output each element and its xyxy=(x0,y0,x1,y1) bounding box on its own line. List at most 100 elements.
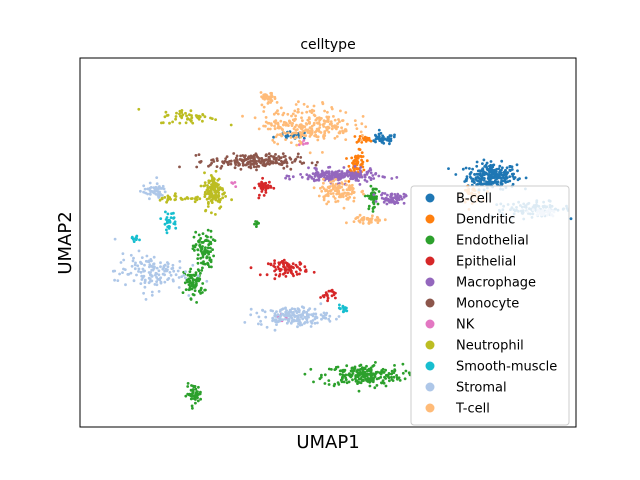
data-point xyxy=(163,280,167,284)
data-point xyxy=(287,124,290,127)
data-point xyxy=(471,167,474,171)
data-point xyxy=(269,262,273,266)
data-point xyxy=(244,158,248,162)
data-point xyxy=(190,404,194,408)
data-point xyxy=(253,186,256,190)
data-point xyxy=(207,202,210,206)
data-point xyxy=(518,177,521,181)
data-point xyxy=(215,194,219,198)
data-point xyxy=(292,119,296,122)
data-point xyxy=(252,165,256,169)
data-point xyxy=(337,383,341,386)
data-point xyxy=(148,186,152,190)
legend-label: Neutrophil xyxy=(456,339,524,354)
legend-label: T-cell xyxy=(455,402,490,417)
data-point xyxy=(203,181,207,185)
data-point xyxy=(257,160,261,163)
data-point xyxy=(361,155,365,158)
data-point xyxy=(312,104,316,108)
data-point xyxy=(178,266,182,270)
data-point xyxy=(190,116,194,120)
data-point xyxy=(259,184,263,188)
data-point xyxy=(393,196,397,200)
legend-marker xyxy=(425,277,435,287)
data-point xyxy=(199,271,202,275)
data-point xyxy=(186,385,190,388)
data-point xyxy=(198,115,202,119)
series-epithelial xyxy=(249,176,337,303)
data-point xyxy=(279,156,283,160)
data-point xyxy=(262,194,266,197)
data-point xyxy=(378,218,381,222)
data-point xyxy=(206,184,209,187)
data-point xyxy=(389,134,393,138)
data-point xyxy=(290,307,294,310)
data-point xyxy=(165,228,168,232)
data-point xyxy=(303,322,306,325)
data-point xyxy=(324,194,327,198)
data-point xyxy=(308,126,312,129)
data-point xyxy=(286,112,290,116)
data-point xyxy=(387,376,391,380)
data-point xyxy=(319,186,322,190)
data-point xyxy=(376,370,379,374)
data-point xyxy=(274,135,278,139)
data-point xyxy=(276,122,280,126)
data-point xyxy=(166,212,170,216)
data-point xyxy=(273,124,276,128)
data-point xyxy=(354,123,358,127)
data-point xyxy=(305,314,309,318)
data-point xyxy=(194,154,198,157)
data-point xyxy=(230,198,234,202)
data-point xyxy=(215,165,219,169)
data-point xyxy=(329,192,333,196)
data-point xyxy=(350,156,354,160)
data-point xyxy=(265,162,269,166)
data-point xyxy=(375,187,378,191)
data-point xyxy=(295,143,299,147)
data-point xyxy=(388,372,391,376)
data-point xyxy=(137,107,141,111)
data-point xyxy=(491,168,495,172)
data-point xyxy=(169,216,173,220)
data-point xyxy=(389,195,393,199)
data-point xyxy=(205,279,209,283)
data-point xyxy=(279,126,282,129)
data-point xyxy=(184,111,187,115)
data-point xyxy=(163,115,167,119)
data-point xyxy=(174,117,178,121)
data-point xyxy=(369,370,373,373)
data-point xyxy=(144,298,148,301)
data-point xyxy=(344,111,348,114)
data-point xyxy=(296,265,299,269)
data-point xyxy=(200,250,204,254)
data-point xyxy=(195,301,199,304)
data-point xyxy=(174,226,178,230)
data-point xyxy=(263,97,266,101)
data-point xyxy=(454,173,458,176)
data-point xyxy=(284,176,287,180)
data-point xyxy=(314,118,318,122)
data-point xyxy=(327,379,331,382)
data-point xyxy=(273,265,277,269)
data-point xyxy=(275,161,279,165)
data-point xyxy=(368,384,372,388)
data-point xyxy=(375,384,379,387)
data-point xyxy=(355,370,358,373)
data-point xyxy=(365,216,369,220)
data-point xyxy=(213,190,217,194)
data-point xyxy=(199,256,203,260)
data-point xyxy=(508,165,512,168)
data-point xyxy=(390,192,394,196)
data-point xyxy=(464,166,468,170)
data-point xyxy=(170,267,174,270)
data-point xyxy=(167,224,171,228)
data-point xyxy=(148,265,151,269)
data-point xyxy=(191,121,195,125)
data-point xyxy=(390,375,393,379)
data-point xyxy=(344,373,348,377)
data-point xyxy=(328,189,332,193)
data-point xyxy=(323,134,327,138)
data-point xyxy=(326,299,329,303)
data-point xyxy=(269,154,273,158)
